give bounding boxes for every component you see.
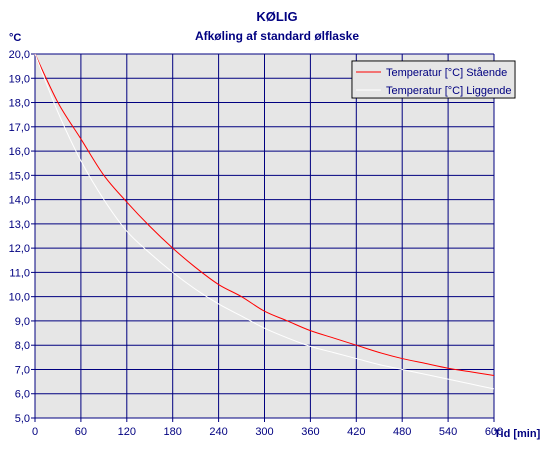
y-tick-label: 20,0 (9, 49, 30, 61)
legend: Temperatur [°C] Stående Temperatur [°C] … (351, 60, 516, 99)
y-tick-label: 14,0 (9, 195, 30, 207)
y-tick-label: 10,0 (9, 292, 30, 304)
y-tick-label: 8,0 (15, 340, 30, 352)
chart-subtitle: Afkøling af standard ølflaske (195, 29, 359, 43)
x-tick-label: 300 (255, 426, 273, 438)
y-tick-label: 7,0 (15, 364, 30, 376)
y-tick-label: 11,0 (9, 267, 30, 279)
x-tick-label: 240 (209, 426, 227, 438)
y-tick-label: 18,0 (9, 98, 30, 110)
x-tick-label: 120 (118, 426, 136, 438)
y-tick-label: 17,0 (9, 122, 30, 134)
x-tick-label: 360 (301, 426, 319, 438)
series-lines (34, 53, 495, 390)
series-line-1 (34, 53, 495, 390)
y-tick-label: 12,0 (9, 243, 30, 255)
y-tick-label: 13,0 (9, 219, 30, 231)
x-tick-label: 480 (393, 426, 411, 438)
series-line-0 (34, 53, 495, 377)
legend-label-liggende: Temperatur [°C] Liggende (386, 85, 511, 97)
x-tick-label: 0 (32, 426, 38, 438)
x-tick-label: 180 (164, 426, 182, 438)
y-tick-label: 16,0 (9, 146, 30, 158)
y-tick-label: 15,0 (9, 170, 30, 182)
chart-title: KØLIG (256, 9, 297, 24)
y-tick-labels: 5,0 6,0 7,0 8,0 9,0 10,0 11,0 12,0 13,0 14,0 15,0 1… (9, 49, 30, 425)
y-tick-label: 9,0 (15, 316, 30, 328)
y-tick-label: 5,0 (15, 413, 30, 425)
x-tick-label: 420 (347, 426, 365, 438)
y-axis-label: °C (9, 32, 21, 44)
x-axis-label: Tid [min] (494, 428, 541, 440)
y-tick-label: 19,0 (9, 73, 30, 85)
y-tick-label: 6,0 (15, 389, 30, 401)
x-tick-labels: 0 60 120 180 240 300 360 420 480 540 600 (32, 426, 503, 438)
grid-lines (31, 53, 495, 422)
x-tick-label: 600 (485, 426, 503, 438)
legend-label-staende: Temperatur [°C] Stående (386, 67, 507, 79)
legend-inner (353, 62, 514, 97)
x-tick-label: 540 (439, 426, 457, 438)
x-tick-label: 60 (75, 426, 87, 438)
